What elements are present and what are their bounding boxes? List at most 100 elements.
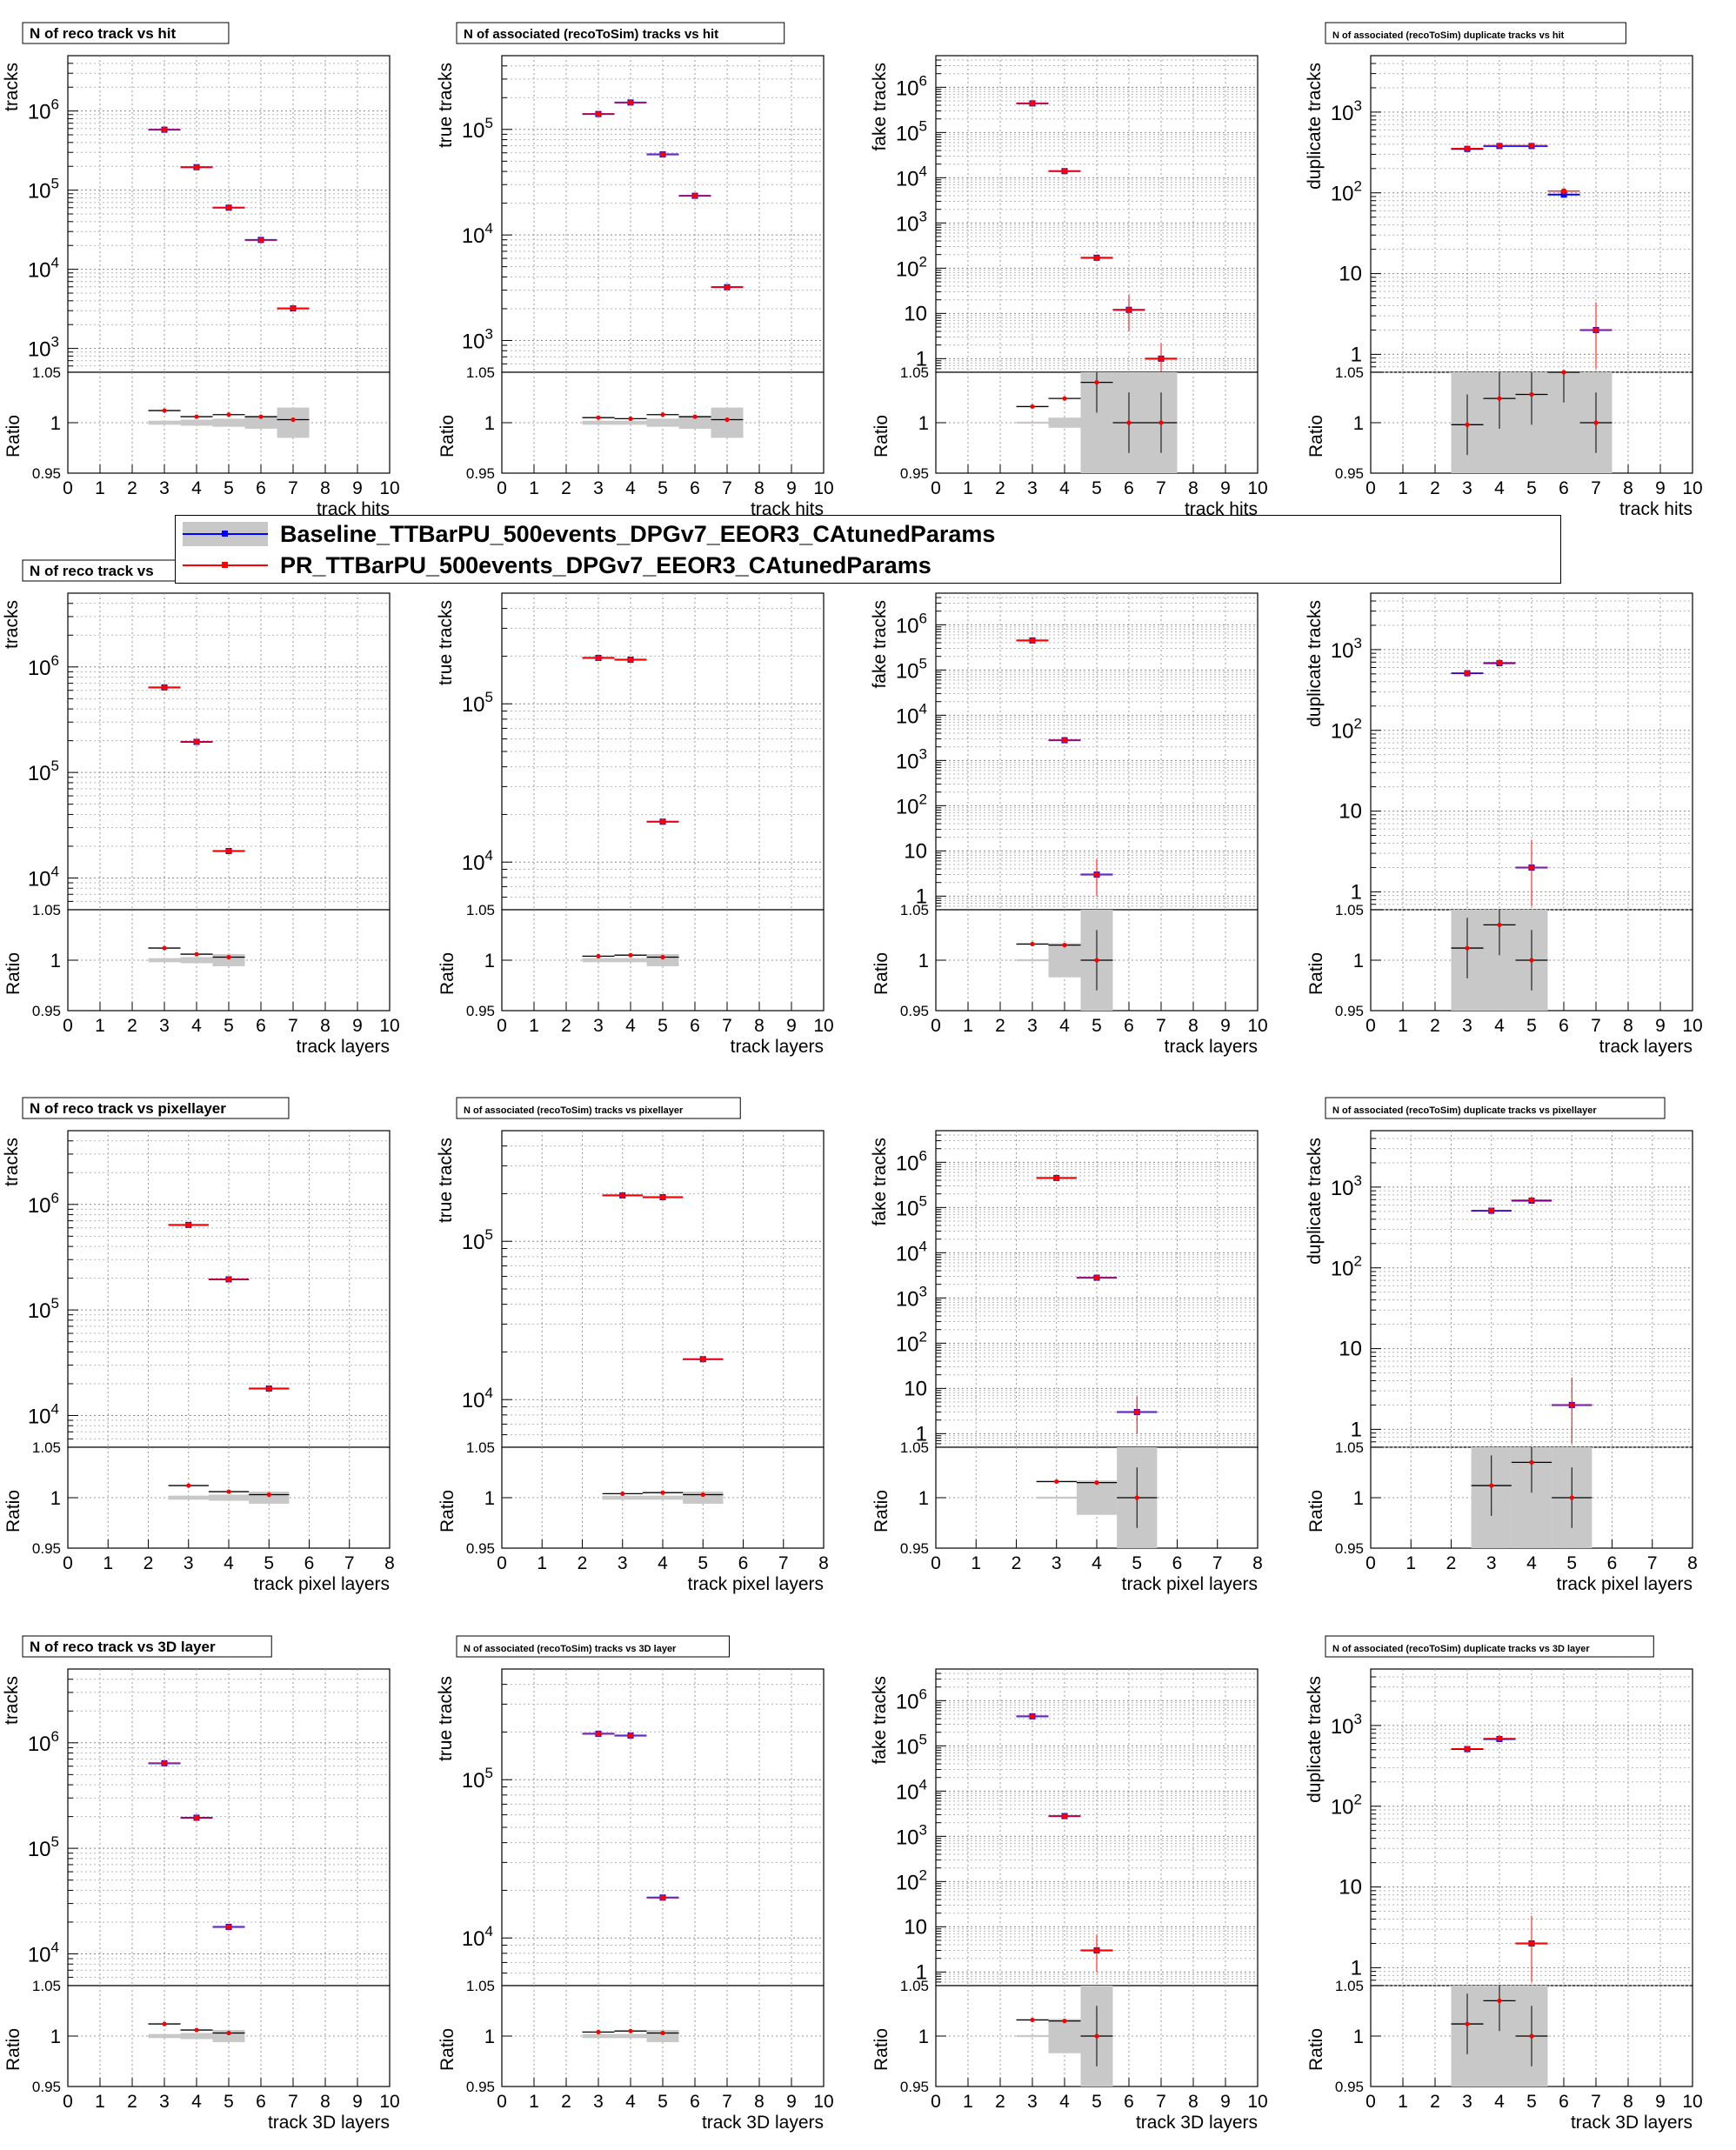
chart-panel: 0 1 2 3 4 5 6 7 8 9 101101021031041051060.9511.05t…: [870, 1668, 1268, 2133]
y-tick-label: 103: [1331, 1172, 1362, 1200]
ratio-tick-label: 0.95: [1335, 2079, 1364, 2095]
pr-point: [1093, 1947, 1100, 1953]
x-tick-label: 8: [320, 478, 331, 498]
ratio-band: [148, 420, 181, 425]
ratio-axis-label: Ratio: [1306, 1490, 1326, 1532]
panel-title-box: [456, 1097, 741, 1119]
pr-point: [627, 99, 634, 106]
x-tick-label: 9: [1655, 2092, 1666, 2112]
x-tick-label: 4: [1059, 478, 1070, 498]
y-tick-label: 1: [916, 1960, 927, 1984]
x-tick-label: 4: [658, 1553, 668, 1573]
pr-point: [265, 1385, 272, 1392]
ratio-band: [1048, 2019, 1081, 2053]
ratio-point: [628, 952, 633, 958]
ratio-point: [1030, 404, 1035, 410]
x-tick-label: 0: [931, 1016, 941, 1036]
x-tick-label: 4: [625, 1016, 636, 1036]
pr-point: [193, 164, 200, 170]
y-tick-label: 105: [896, 1192, 927, 1220]
y-tick-label: 103: [896, 1283, 927, 1311]
ratio-axis-label: Ratio: [871, 1490, 891, 1532]
x-tick-label: 1: [529, 2092, 539, 2112]
x-tick-label: 5: [224, 1016, 234, 1036]
ratio-point: [1465, 2021, 1470, 2026]
x-axis-label: track layers: [731, 1037, 824, 1057]
pr-point: [699, 1356, 706, 1363]
y-tick-label: 104: [462, 220, 493, 248]
pr-point: [193, 1814, 200, 1821]
ratio-axis-label: Ratio: [871, 2028, 891, 2071]
x-tick-label: 8: [818, 1553, 829, 1573]
x-tick-label: 0: [63, 2092, 73, 2112]
ratio-band: [212, 418, 245, 427]
panel-title: N of reco track vs 3D layer: [30, 1639, 216, 1655]
pr-point: [724, 284, 731, 290]
ratio-axis-label: Ratio: [871, 415, 891, 457]
ratio-band: [180, 957, 213, 964]
x-tick-label: 6: [1172, 1553, 1183, 1573]
ratio-point: [596, 953, 601, 958]
x-tick-label: 7: [722, 2092, 732, 2112]
y-tick-label: 102: [1331, 716, 1362, 744]
y-tick-label: 105: [28, 758, 59, 785]
x-tick-label: 2: [578, 1553, 588, 1573]
x-tick-label: 1: [1405, 1553, 1416, 1573]
y-axis-label: duplicate tracks: [1305, 1138, 1325, 1265]
pr-point: [627, 1733, 634, 1739]
x-tick-label: 6: [256, 2092, 266, 2112]
legend-baseline-symbol: [183, 522, 268, 546]
ratio-point: [1030, 2017, 1035, 2023]
x-tick-label: 6: [1559, 1016, 1569, 1036]
x-tick-label: 6: [690, 2092, 700, 2112]
y-tick-label: 105: [462, 115, 493, 143]
x-tick-label: 6: [1124, 2092, 1134, 2112]
ratio-tick-label: 1.05: [466, 1978, 495, 1994]
ratio-axis-label: Ratio: [3, 2028, 23, 2071]
pr-point: [627, 657, 634, 663]
y-tick-label: 105: [896, 1731, 927, 1759]
pr-point: [1061, 737, 1068, 744]
baseline-point: [1560, 191, 1567, 198]
y-tick-label: 1: [916, 1422, 927, 1446]
ratio-axis-label: Ratio: [437, 415, 457, 457]
panel-title-box: [1325, 22, 1626, 44]
x-tick-label: 0: [1365, 2092, 1376, 2112]
ratio-band: [208, 1494, 250, 1501]
ratio-point: [162, 945, 167, 951]
ratio-point: [1134, 1495, 1139, 1500]
y-axis-label: duplicate tracks: [1305, 600, 1325, 727]
y-tick-label: 105: [28, 1833, 59, 1861]
pr-point: [1496, 1735, 1503, 1742]
ratio-point: [1062, 396, 1067, 401]
y-tick-label: 106: [28, 1190, 59, 1218]
ratio-tick-label: 1: [50, 1487, 61, 1509]
ratio-point: [660, 2030, 665, 2036]
ratio-point: [1569, 1495, 1574, 1500]
y-tick-label: 10: [904, 839, 927, 863]
x-tick-label: 4: [1494, 2092, 1505, 2112]
x-axis-label: track hits: [1619, 499, 1693, 519]
x-tick-label: 2: [127, 1016, 137, 1036]
x-tick-label: 0: [931, 2092, 941, 2112]
legend: Baseline_TTBarPU_500events_DPGv7_EEOR3_C…: [175, 515, 1561, 584]
panel-title-box: [22, 559, 195, 582]
pr-point: [225, 204, 232, 211]
x-axis-label: track pixel layers: [1557, 1574, 1693, 1594]
panel-title: N of associated (recoToSim) tracks vs hi…: [464, 27, 718, 42]
ratio-tick-label: 0.95: [1335, 1540, 1364, 1557]
ratio-point: [700, 1492, 705, 1498]
x-tick-label: 3: [1462, 478, 1472, 498]
x-tick-label: 8: [754, 478, 765, 498]
x-axis-label: track layers: [297, 1037, 390, 1057]
ratio-point: [226, 2030, 231, 2036]
y-tick-label: 102: [1331, 1792, 1362, 1819]
chart-panel: N of reco track vs 0 1 2 3 4 5 6 7 8 9 10 104 105 106 0…: [2, 559, 400, 1057]
x-tick-label: 2: [995, 478, 1005, 498]
ratio-tick-label: 1.05: [900, 1439, 929, 1456]
x-axis-label: track hits: [751, 499, 824, 519]
x-tick-label: 2: [1430, 2092, 1440, 2112]
pr-point: [1158, 356, 1165, 362]
x-tick-label: 10: [379, 2092, 399, 2112]
x-tick-label: 5: [1092, 2092, 1102, 2112]
